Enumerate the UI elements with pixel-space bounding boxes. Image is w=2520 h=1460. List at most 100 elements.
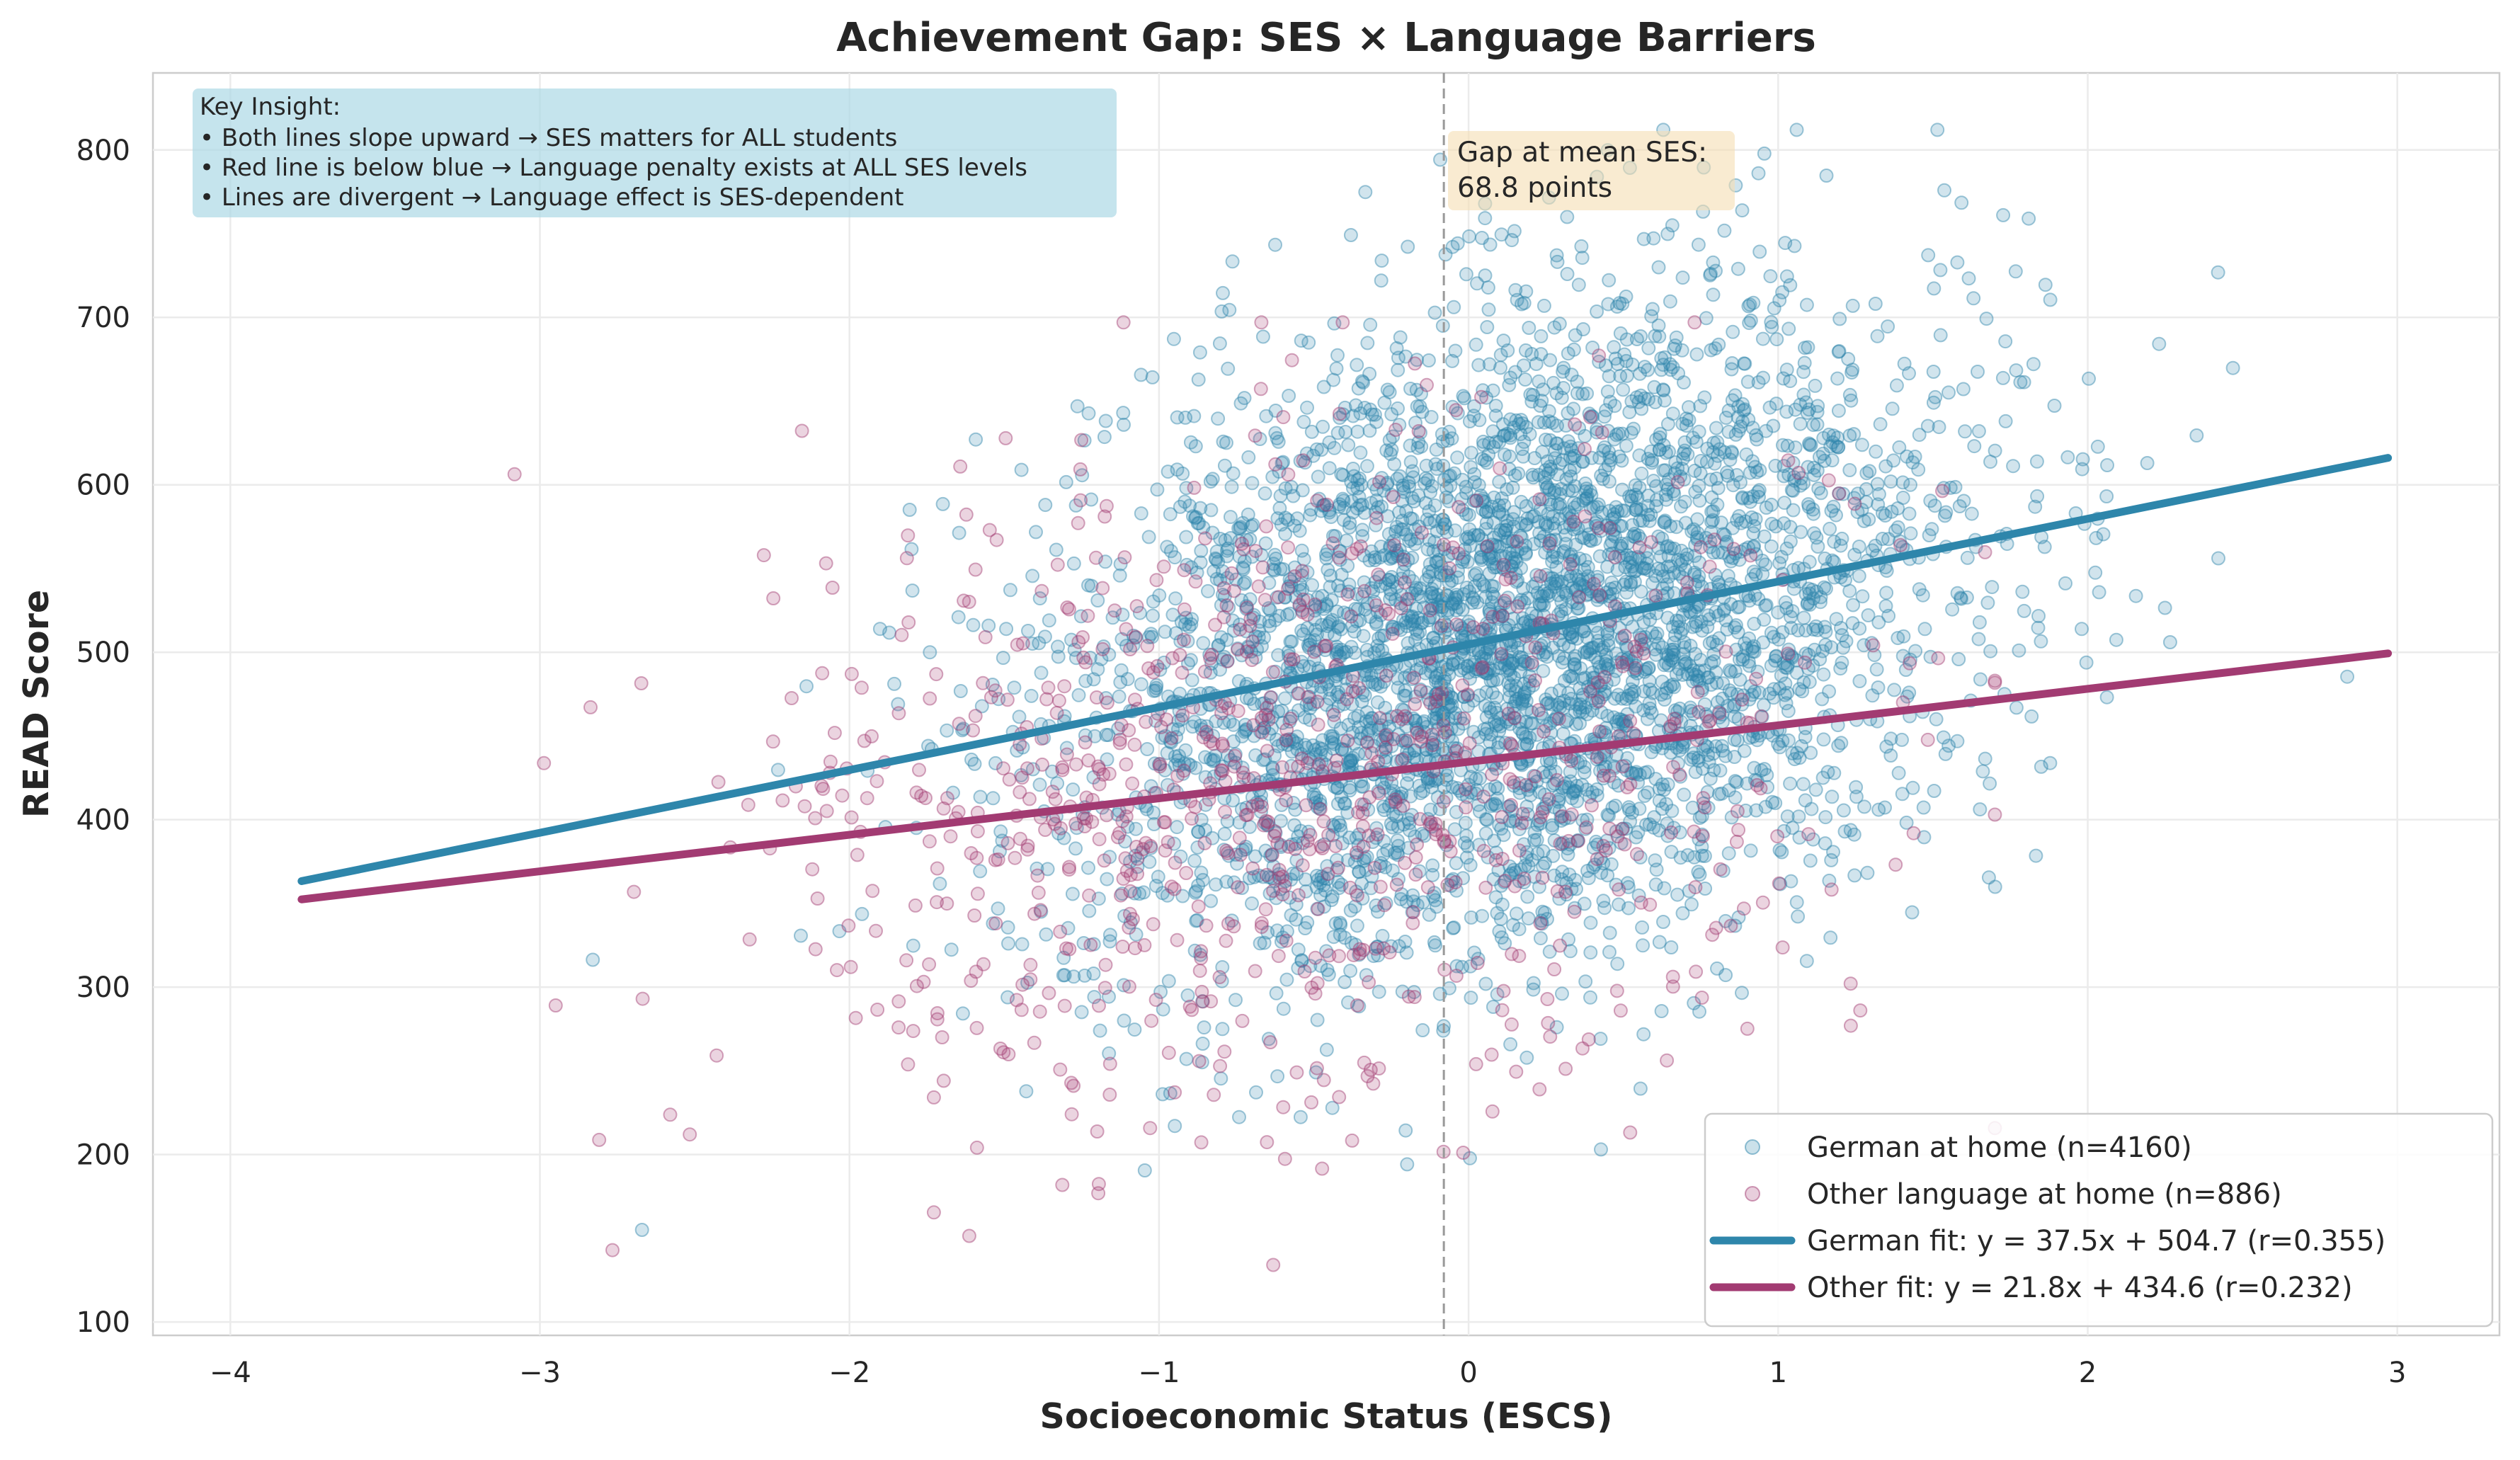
data-point	[1510, 1066, 1522, 1078]
data-point	[1716, 787, 1728, 800]
data-point	[1267, 884, 1279, 897]
data-point	[1328, 442, 1341, 455]
data-point	[1927, 282, 1940, 295]
data-point	[1169, 592, 1182, 605]
data-point	[1468, 409, 1481, 422]
data-point	[1103, 1088, 1116, 1101]
data-point	[776, 794, 789, 807]
data-point	[1479, 882, 1492, 894]
data-point	[1104, 1058, 1117, 1071]
data-point	[1069, 842, 1082, 855]
data-point	[1607, 341, 1620, 353]
data-point	[1974, 673, 1987, 686]
data-point	[1930, 713, 1943, 726]
data-point	[2153, 338, 2165, 350]
data-point	[1042, 681, 1055, 694]
data-point	[1344, 882, 1357, 894]
data-point	[1825, 883, 1838, 896]
data-point	[1676, 462, 1689, 475]
data-point	[1049, 793, 1062, 806]
data-point	[710, 1049, 723, 1062]
data-point	[1402, 813, 1415, 826]
data-point	[683, 1128, 696, 1141]
data-point	[800, 680, 813, 692]
data-point	[1833, 312, 1846, 325]
data-point	[1260, 520, 1272, 532]
data-point	[1355, 877, 1368, 890]
data-point	[1483, 736, 1496, 748]
data-point	[1757, 372, 1769, 384]
data-point	[1464, 991, 1477, 1004]
data-point	[1777, 941, 1789, 954]
data-point	[1010, 993, 1023, 1006]
data-point	[1410, 851, 1423, 864]
data-point	[1528, 452, 1541, 464]
data-point	[1271, 1070, 1284, 1083]
data-point	[742, 799, 755, 811]
data-point	[1194, 346, 1207, 359]
data-point	[1632, 396, 1645, 409]
data-point	[1624, 1127, 1636, 1139]
data-point	[1779, 661, 1791, 674]
data-point	[1692, 239, 1705, 251]
data-point	[1031, 869, 1044, 882]
data-point	[1853, 570, 1866, 583]
data-point	[1275, 489, 1287, 502]
data-point	[851, 848, 864, 861]
data-point	[1301, 835, 1314, 848]
data-point	[1760, 769, 1773, 782]
data-point	[888, 678, 901, 690]
data-point	[1556, 810, 1568, 823]
data-point	[1226, 567, 1238, 580]
data-point	[1687, 802, 1699, 814]
data-point	[1833, 345, 1846, 358]
data-point	[1651, 627, 1664, 640]
data-point	[1689, 881, 1701, 894]
data-point	[969, 709, 982, 722]
data-point	[1825, 790, 1838, 803]
data-point	[1506, 740, 1519, 753]
data-point	[1315, 840, 1328, 852]
data-point	[1100, 873, 1113, 886]
data-point	[1211, 412, 1224, 425]
data-point	[2009, 364, 2022, 377]
data-point	[1636, 939, 1649, 952]
data-point	[940, 724, 953, 737]
data-point	[1439, 658, 1452, 671]
data-point	[1245, 654, 1258, 666]
data-point	[1585, 916, 1597, 929]
data-point	[1333, 408, 1346, 421]
data-point	[1583, 1033, 1595, 1046]
data-point	[1517, 359, 1530, 372]
data-point	[1052, 651, 1065, 663]
data-point	[1839, 825, 1852, 838]
data-point	[1636, 921, 1648, 934]
data-point	[1352, 865, 1365, 878]
data-point	[1190, 575, 1202, 588]
data-point	[1530, 358, 1543, 370]
data-point	[1798, 656, 1811, 669]
data-point	[1417, 896, 1430, 908]
data-point	[1603, 946, 1616, 959]
data-point	[2190, 429, 2203, 442]
data-point	[1510, 535, 1523, 548]
data-point	[1527, 977, 1540, 990]
data-point	[1782, 322, 1795, 335]
data-point	[1784, 279, 1796, 292]
data-point	[1579, 975, 1592, 988]
data-point	[1496, 508, 1509, 521]
data-point	[1328, 738, 1340, 751]
data-point	[1496, 852, 1509, 865]
data-point	[1784, 875, 1797, 888]
data-point	[1638, 233, 1650, 246]
data-point	[1699, 801, 1711, 814]
data-point	[1392, 351, 1405, 364]
data-point	[1517, 435, 1530, 448]
data-point	[1450, 969, 1463, 982]
data-point	[1314, 889, 1327, 901]
data-point	[1260, 815, 1272, 828]
data-point	[1226, 255, 1239, 268]
data-point	[2027, 358, 2040, 370]
data-point	[1505, 1018, 1518, 1031]
data-point	[1235, 397, 1248, 410]
